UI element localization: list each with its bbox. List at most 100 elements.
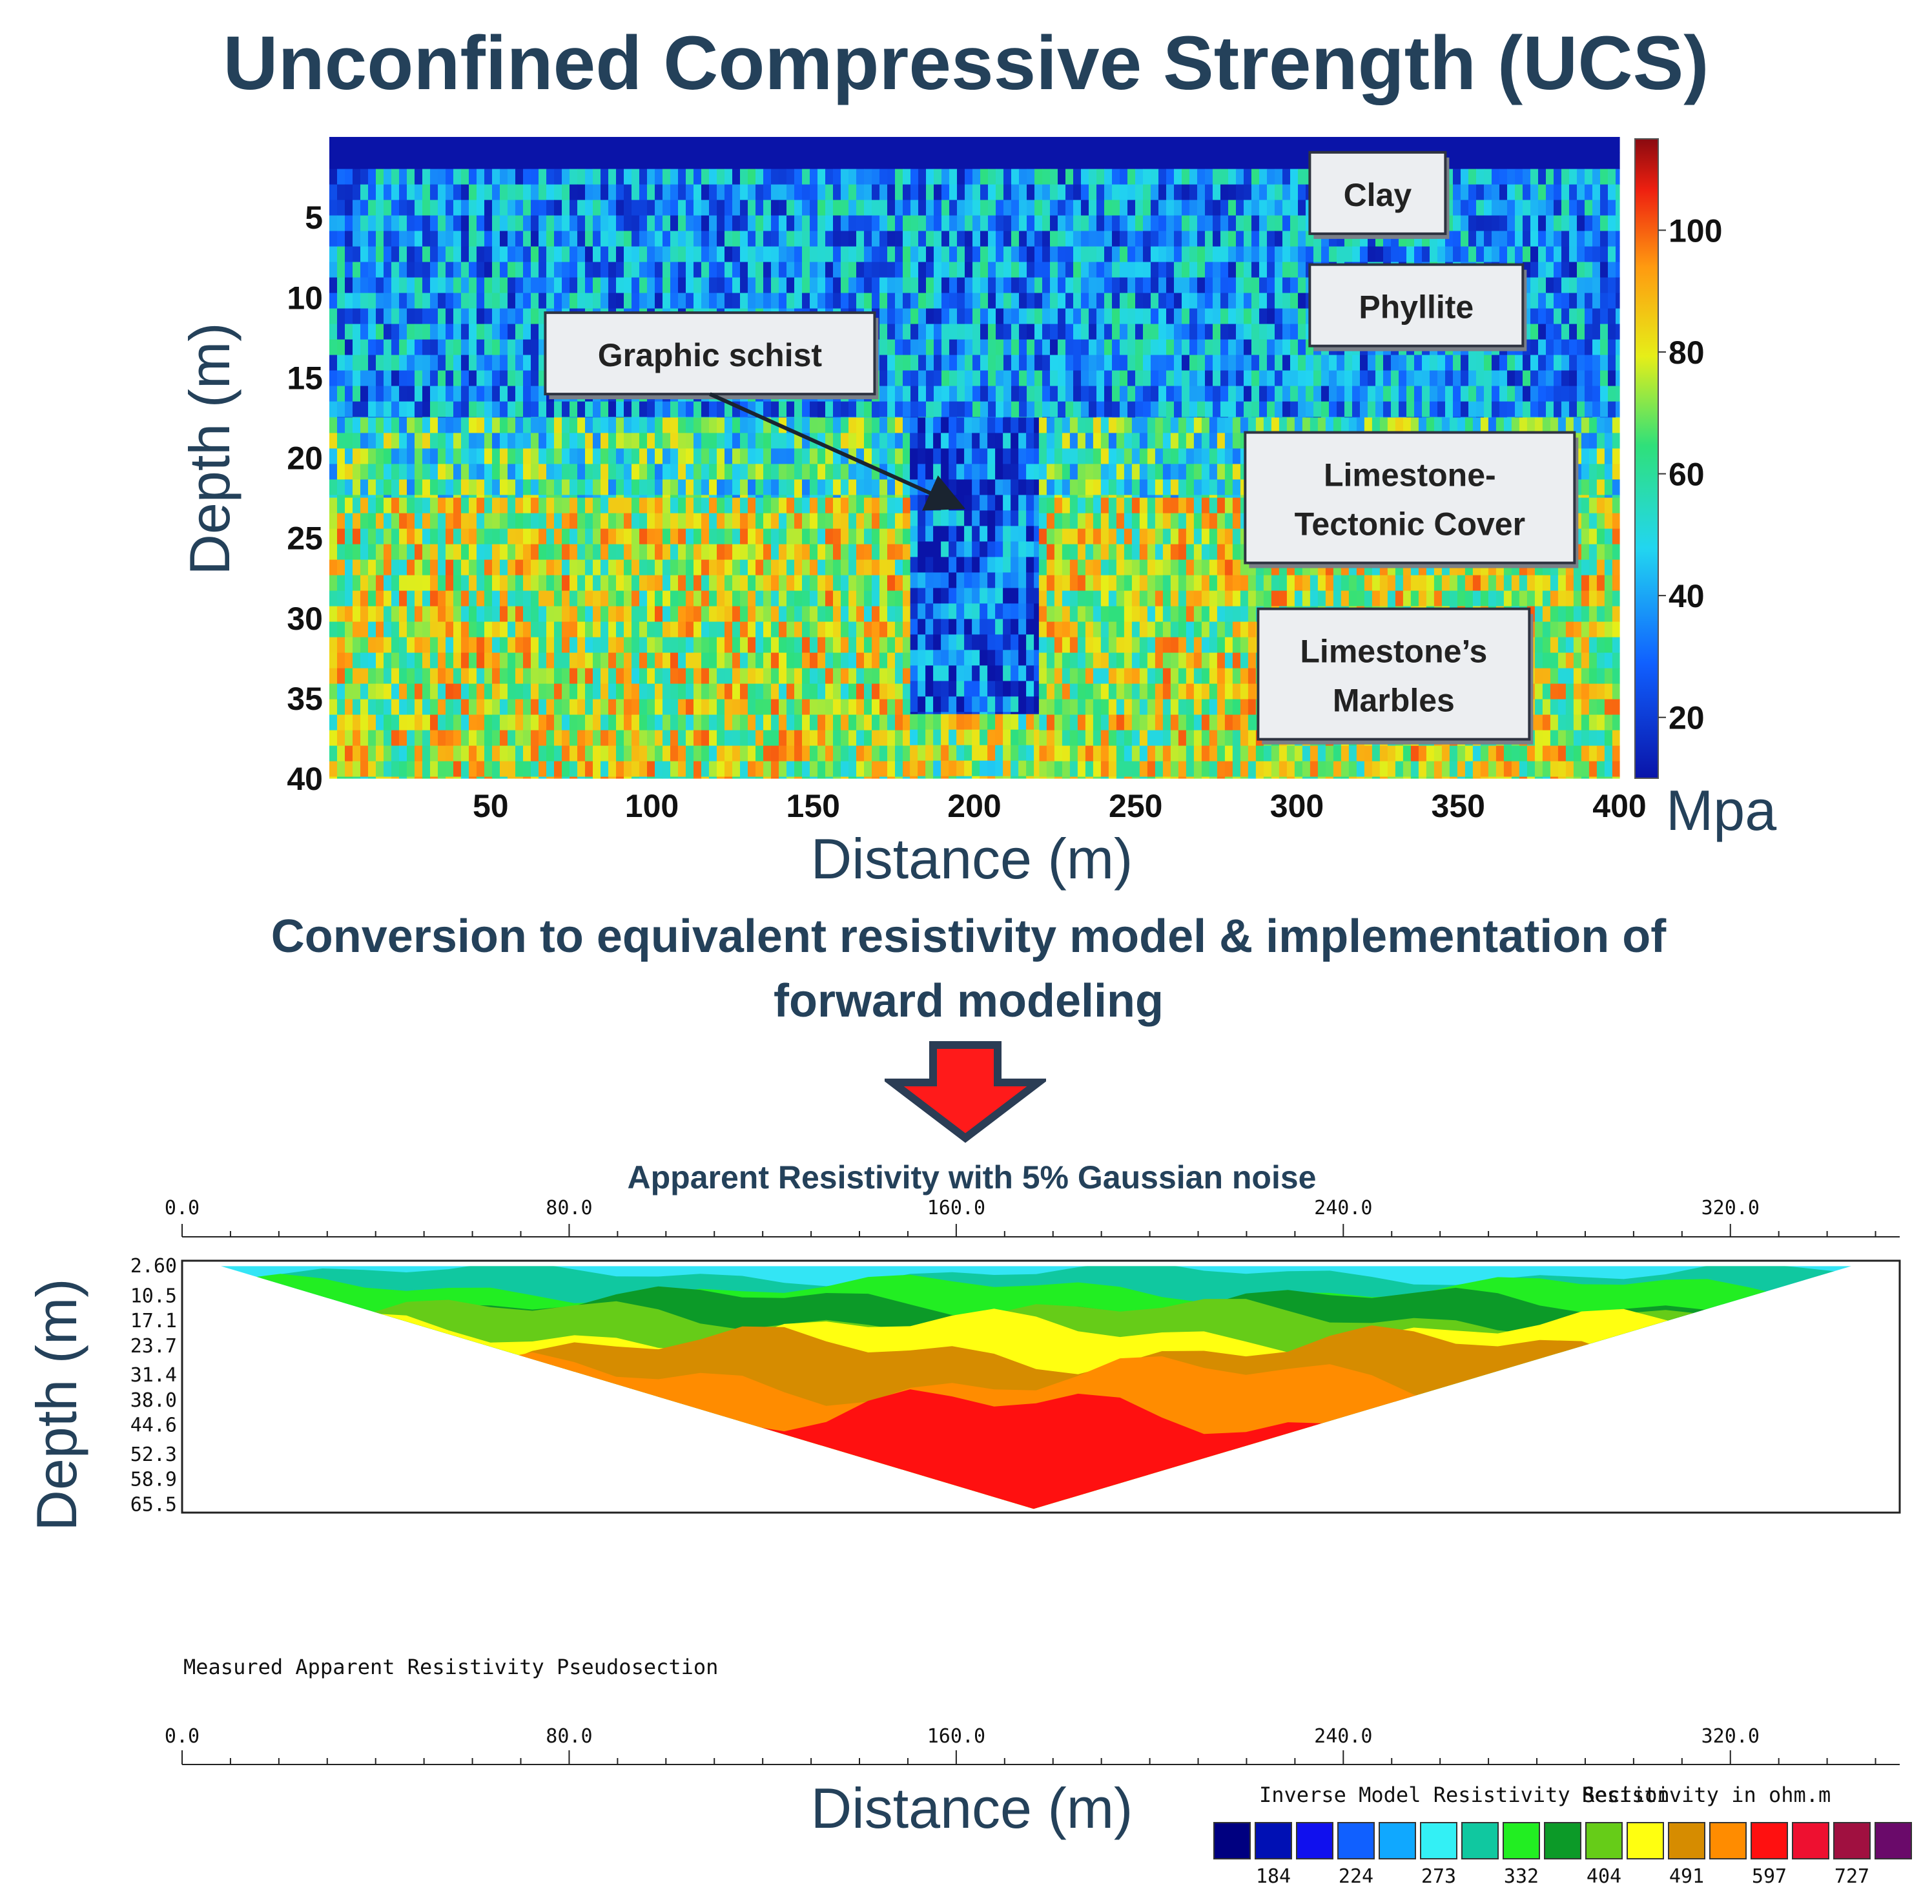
annotation-box-1: Phyllite (1308, 263, 1527, 351)
legend-swatch (1833, 1822, 1871, 1859)
res-depth-tick: 23.7 (130, 1335, 177, 1358)
annotation-label: Clay (1344, 177, 1412, 213)
legend-label: 727 (1834, 1865, 1869, 1888)
legend-swatch (1627, 1822, 1664, 1859)
down-arrow (885, 1041, 1046, 1143)
res-top-tick: 80.0 (546, 1197, 592, 1219)
main-title: Unconfined Compressive Strength (UCS) (223, 21, 1709, 106)
resistivity-legend: Inverse Model Resistivity Section Resist… (1213, 1783, 1912, 1888)
ucs-x-axis-label: Distance (m) (811, 827, 1133, 891)
legend-label: 332 (1504, 1865, 1539, 1888)
ucs-x-tick: 400 (1592, 788, 1646, 824)
ucs-x-tick: 50 (473, 788, 509, 824)
ucs-y-tick: 10 (287, 280, 323, 316)
annotation-label: Marbles (1333, 683, 1455, 719)
legend-swatch (1255, 1822, 1292, 1859)
ucs-x-tick: 300 (1270, 788, 1324, 824)
legend-swatch (1875, 1822, 1912, 1859)
ucs-x-tick: 100 (625, 788, 679, 824)
ucs-colorbar (1634, 138, 1659, 779)
res-depth-tick: 65.5 (130, 1493, 177, 1516)
pseudosection-frame (181, 1259, 1901, 1514)
legend-swatch (1379, 1822, 1416, 1859)
colorbar-tick: 100 (1669, 212, 1722, 249)
legend-swatch (1420, 1822, 1457, 1859)
annotation-arrow (709, 392, 965, 511)
legend-label: 224 (1339, 1865, 1373, 1888)
res-bottom-tick: 0.0 (165, 1725, 200, 1748)
ucs-x-tick: 150 (786, 788, 840, 824)
colorbar-tick: 60 (1669, 457, 1705, 493)
resistivity-y-axis-label: Depth (m) (25, 1278, 88, 1531)
legend-swatch (1544, 1822, 1581, 1859)
legend-label: 273 (1421, 1865, 1456, 1888)
legend-swatch (1668, 1822, 1705, 1859)
ucs-y-tick: 20 (287, 440, 323, 477)
annotation-label: Tectonic Cover (1295, 506, 1526, 543)
ucs-y-tick: 5 (305, 200, 323, 236)
ucs-y-tick: 35 (287, 681, 323, 717)
resistivity-chart: Apparent Resistivity with 5% Gaussian no… (25, 1159, 1912, 1888)
ucs-x-tick: 350 (1432, 788, 1485, 824)
ucs-region-2 (329, 417, 910, 499)
ucs-region-3 (910, 417, 1040, 715)
legend-swatch (1461, 1822, 1499, 1859)
legend-unit: Resistivity in ohm.m (1582, 1783, 1831, 1807)
res-depth-tick: 38.0 (130, 1389, 177, 1412)
res-band-8 (220, 1387, 1852, 1509)
res-depth-tick: 52.3 (130, 1444, 177, 1466)
resistivity-x-axis-label: Distance (m) (811, 1776, 1133, 1840)
res-depth-tick: 10.5 (130, 1285, 177, 1307)
res-bottom-tick: 160.0 (927, 1725, 985, 1748)
ucs-x-tick: 250 (1109, 788, 1162, 824)
annotation-label: Phyllite (1359, 289, 1474, 326)
caption-line-1: Conversion to equivalent resistivity mod… (271, 911, 1667, 962)
caption-line-2: forward modeling (773, 975, 1164, 1027)
res-depth-tick: 17.1 (130, 1310, 177, 1332)
annotation-label: Limestone- (1324, 457, 1496, 493)
legend-swatch (1337, 1822, 1375, 1859)
ucs-y-tick: 30 (287, 601, 323, 637)
legend-swatch (1213, 1822, 1251, 1859)
colorbar-tick: 80 (1669, 335, 1705, 371)
legend-label: 404 (1587, 1865, 1621, 1888)
ucs-chart: 50 100 150 200 250 300 350 400 5 10 15 20 25 30 35 40 C… (178, 137, 1776, 891)
annotation-box-0: Clay (1308, 150, 1450, 239)
legend-label: 184 (1256, 1865, 1291, 1888)
ucs-y-axis-label: Depth (m) (178, 322, 242, 575)
legend-swatch (1585, 1822, 1623, 1859)
ucs-region-5 (329, 497, 910, 779)
res-depth-tick: 31.4 (130, 1364, 177, 1387)
res-top-tick: 0.0 (165, 1197, 200, 1219)
ucs-y-tick: 25 (287, 521, 323, 557)
legend-title: Inverse Model Resistivity Section (1259, 1783, 1670, 1807)
legend-swatch (1296, 1822, 1333, 1859)
ucs-region-7 (910, 714, 1040, 779)
res-depth-tick: 58.9 (130, 1469, 177, 1491)
res-bottom-tick: 80.0 (546, 1725, 592, 1748)
annotation-box-3: Limestone- Tectonic Cover (1244, 431, 1579, 568)
ucs-x-tick: 200 (947, 788, 1001, 824)
annotation-box-2: Graphic schist (544, 311, 879, 400)
res-top-tick: 320.0 (1701, 1197, 1760, 1219)
colorbar-tick: 20 (1669, 700, 1705, 736)
resistivity-title: Apparent Resistivity with 5% Gaussian no… (628, 1159, 1317, 1195)
annotation-label: Graphic schist (598, 337, 823, 373)
colorbar-unit: Mpa (1666, 778, 1776, 842)
ucs-y-tick: 15 (287, 360, 323, 396)
res-depth-tick: 2.60 (130, 1255, 177, 1278)
res-top-tick: 160.0 (927, 1197, 985, 1219)
ucs-region-0 (329, 137, 1620, 170)
legend-swatch (1503, 1822, 1540, 1859)
pseudosection-bands (220, 1266, 1852, 1509)
legend-label: 597 (1752, 1865, 1787, 1888)
annotation-label: Limestone’s (1300, 634, 1487, 670)
legend-swatch (1709, 1822, 1747, 1859)
pseudosection-label: Measured Apparent Resistivity Pseudosect… (183, 1655, 718, 1679)
legend-swatch (1792, 1822, 1829, 1859)
colorbar-tick: 40 (1669, 578, 1705, 614)
ucs-y-tick: 40 (287, 761, 323, 797)
conversion-caption: Conversion to equivalent resistivity mod… (129, 904, 1808, 1033)
res-depth-tick: 44.6 (130, 1414, 177, 1437)
legend-swatch (1751, 1822, 1788, 1859)
